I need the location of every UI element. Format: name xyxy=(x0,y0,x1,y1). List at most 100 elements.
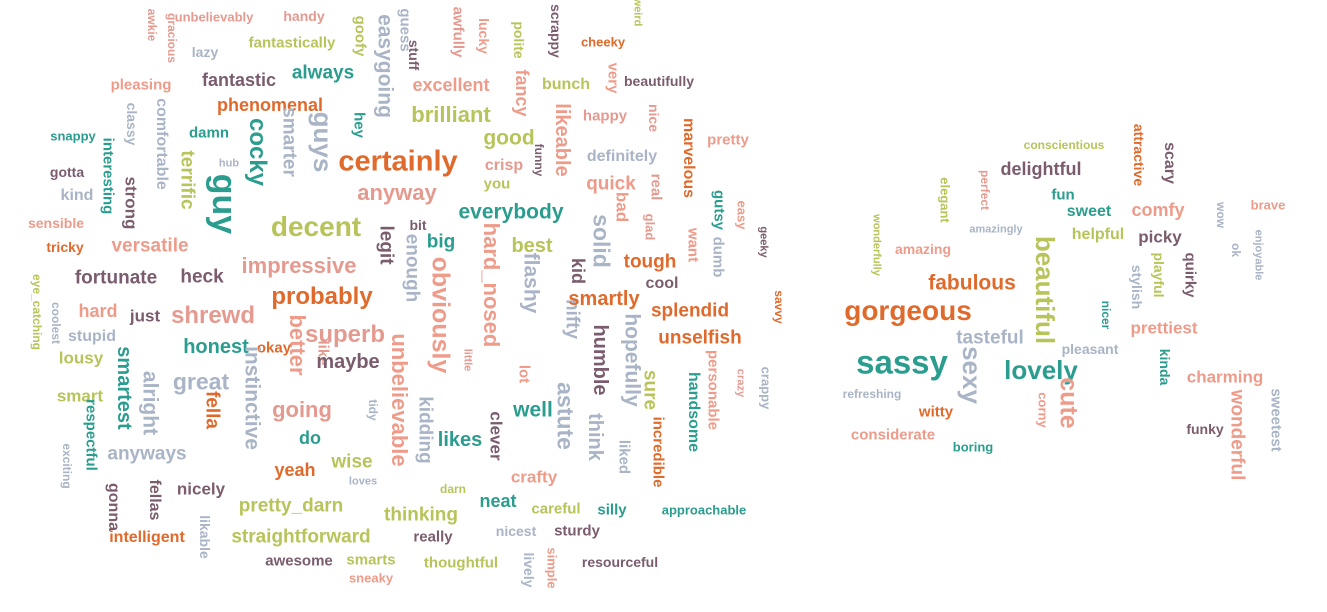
word-boring: boring xyxy=(952,439,994,455)
word-maybe: maybe xyxy=(316,351,380,373)
word-probably: probably xyxy=(271,283,373,310)
word-real: real xyxy=(647,173,665,201)
word-fabulous: fabulous xyxy=(928,271,1016,295)
word-strong: strong xyxy=(121,176,141,230)
word-delightful: delightful xyxy=(1000,159,1082,179)
word-funky: funky xyxy=(1186,421,1224,437)
word-clever: clever xyxy=(486,411,506,461)
word-little: little xyxy=(461,348,474,372)
word-heck: heck xyxy=(180,266,224,288)
word-awfully: awfully xyxy=(449,6,467,58)
word-likes: likes xyxy=(437,429,483,451)
word-smart: smart xyxy=(56,386,104,406)
word-terrific: terrific xyxy=(176,150,198,210)
word-superb: superb xyxy=(304,321,386,348)
word-awesome: awesome xyxy=(265,552,333,570)
word-neat: neat xyxy=(479,491,517,511)
word-legit: legit xyxy=(375,225,397,265)
word-silly: silly xyxy=(597,501,627,519)
word-tasteful: tasteful xyxy=(956,327,1024,349)
word-crazy: crazy xyxy=(734,368,747,398)
word-good: good xyxy=(483,126,535,150)
word-just: just xyxy=(129,306,161,326)
word-geeky: geeky xyxy=(757,226,770,258)
word-happy: happy xyxy=(582,107,628,125)
word-splendid: splendid xyxy=(650,300,730,322)
word-wow: wow xyxy=(1214,202,1228,228)
word-snappy: snappy xyxy=(50,128,96,144)
word-brilliant: brilliant xyxy=(411,102,491,127)
word-big: big xyxy=(426,231,456,253)
word-tough: tough xyxy=(623,251,677,273)
word-beautifully: beautifully xyxy=(623,73,695,89)
word-everybody: everybody xyxy=(458,200,564,224)
word-lot: lot xyxy=(515,364,533,384)
word-quick: quick xyxy=(586,173,636,195)
word-approachable: approachable xyxy=(661,502,747,518)
word-flashy: flashy xyxy=(519,252,543,314)
word-lovely: lovely xyxy=(1004,355,1078,385)
word-hub: hub xyxy=(218,157,240,170)
word-charming: charming xyxy=(1186,367,1264,387)
word-anyway: anyway xyxy=(357,180,437,205)
word-savvy: savvy xyxy=(772,290,786,324)
word-unbelievably: unbelievably xyxy=(174,9,254,25)
word-sturdy: sturdy xyxy=(554,522,600,540)
word-unbelievable: unbelievable xyxy=(387,333,412,467)
word-alright: alright xyxy=(138,370,162,436)
word-phenomenal: phenomenal xyxy=(216,95,324,115)
word-likable: likable xyxy=(197,515,213,559)
word-wonderful: wonderful xyxy=(1226,389,1248,481)
word-gotta: gotta xyxy=(49,164,85,180)
word-liked: liked xyxy=(615,439,633,475)
word-kinda: kinda xyxy=(1157,348,1173,386)
word-weird: weird xyxy=(631,0,644,27)
word-lazy: lazy xyxy=(191,44,219,60)
word-easy: easy xyxy=(734,200,750,230)
word-definitely: definitely xyxy=(586,148,658,165)
word-sneaky: sneaky xyxy=(348,570,394,586)
word-glad: glad xyxy=(642,213,658,241)
word-interesting: interesting xyxy=(99,137,117,215)
word-bit: bit xyxy=(409,217,427,233)
word-really: really xyxy=(413,528,453,546)
word-do: do xyxy=(299,428,321,448)
word-nice: nice xyxy=(646,103,662,133)
word-loves: loves xyxy=(348,475,378,488)
word-unselfish: unselfish xyxy=(658,327,742,349)
word-gutsy: gutsy xyxy=(710,189,728,231)
word-nicer: nicer xyxy=(1099,300,1113,330)
word-perfect: perfect xyxy=(978,169,992,211)
word-smarter: smarter xyxy=(278,107,300,177)
word-thoughtful: thoughtful xyxy=(423,554,499,572)
word-resourceful: resourceful xyxy=(581,554,659,570)
word-kind: kind xyxy=(60,187,94,204)
word-lively: lively xyxy=(521,552,537,588)
word-considerate: considerate xyxy=(850,426,936,444)
word-pleasing: pleasing xyxy=(110,76,172,94)
word-fortunate: fortunate xyxy=(74,267,158,289)
word-shrewd: shrewd xyxy=(170,302,256,329)
word-cute: cute xyxy=(1054,377,1083,429)
word-awkie: awkie xyxy=(145,8,159,42)
word-enjoyable: enjoyable xyxy=(1252,229,1265,281)
word-enough: enough xyxy=(401,233,423,303)
word-smarts: smarts xyxy=(346,551,396,569)
word-exciting: exciting xyxy=(60,443,74,489)
word-personable: personable xyxy=(704,349,722,431)
word-polite: polite xyxy=(511,21,527,59)
word-solid: solid xyxy=(588,214,615,268)
word-funny: funny xyxy=(532,143,546,177)
word-eye-catching: eye_catching xyxy=(30,273,44,351)
word-want: want xyxy=(684,227,702,263)
word-cheeky: cheeky xyxy=(580,34,626,50)
word-incredible: incredible xyxy=(649,416,667,488)
word-gonna: gonna xyxy=(105,483,122,531)
word-brave: brave xyxy=(1250,197,1286,213)
word-coolest: coolest xyxy=(49,301,63,345)
word-marvelous: marvelous xyxy=(680,117,697,199)
word-classy: classy xyxy=(124,102,140,146)
word-humble: humble xyxy=(589,324,611,396)
word-guy: guy xyxy=(205,173,243,235)
